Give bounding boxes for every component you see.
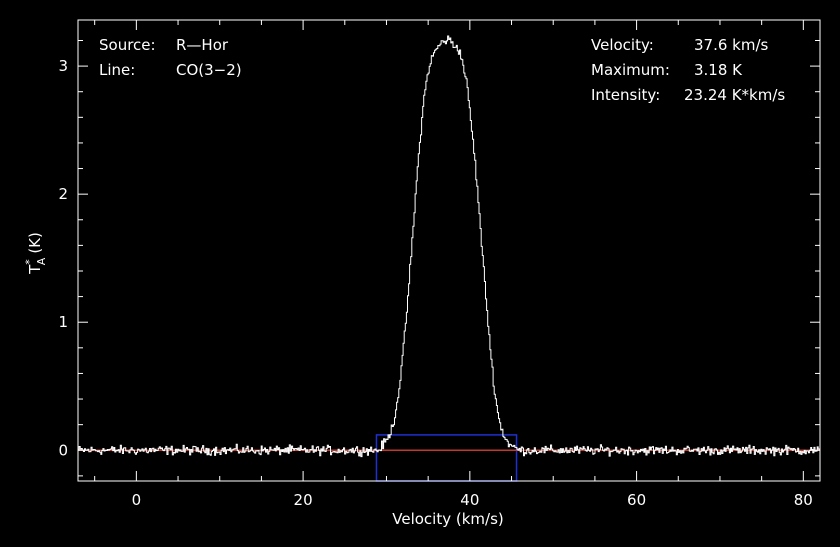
x-tick-label: 0	[132, 491, 142, 509]
line-value: CO(3−2)	[176, 61, 242, 79]
y-tick-label: 0	[58, 441, 68, 459]
x-tick-label: 40	[460, 491, 479, 509]
svg-text:T*A(K): T*A (K)	[23, 232, 48, 275]
maximum-label: Maximum:	[591, 61, 670, 79]
spectrum-line	[78, 35, 821, 458]
source-label: Source:	[99, 36, 156, 54]
x-axis-label: Velocity (km/s)	[392, 510, 503, 528]
y-axis-label-sup: *	[23, 259, 36, 265]
maximum-value: 3.18 K	[694, 61, 743, 79]
tick-labels-layer: 0 20 40 60 80 0 1 2 3	[58, 57, 812, 509]
y-axis-label-unit: (K)	[26, 232, 44, 254]
y-tick-label: 3	[58, 57, 68, 75]
plot-frame	[77, 19, 821, 482]
velocity-value: 37.6 km/s	[694, 36, 769, 54]
y-tick-label: 1	[58, 313, 68, 331]
y-tick-label: 2	[58, 185, 68, 203]
velocity-label: Velocity:	[591, 36, 654, 54]
intensity-label: Intensity:	[591, 86, 661, 104]
y-axis-label: T*A (K)	[23, 232, 48, 275]
intensity-value: 23.24 K*km/s	[684, 86, 786, 104]
x-tick-label: 60	[627, 491, 646, 509]
x-tick-label: 20	[294, 491, 313, 509]
line-label: Line:	[99, 61, 136, 79]
y-axis-label-main: T	[26, 264, 44, 275]
spectrum-layer	[78, 35, 821, 458]
source-value: R—Hor	[176, 36, 229, 54]
y-axis-label-sub: A	[35, 257, 48, 265]
axes-layer	[77, 19, 821, 482]
x-tick-label: 80	[794, 491, 813, 509]
